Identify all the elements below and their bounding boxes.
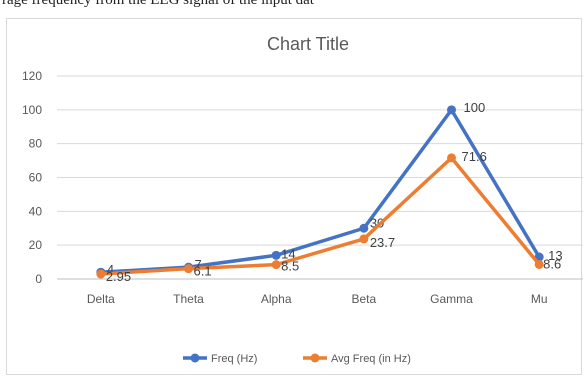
data-label: 8.5 bbox=[281, 259, 299, 274]
legend-label: Avg Freq (in Hz) bbox=[331, 353, 411, 365]
y-tick-label: 120 bbox=[22, 69, 42, 83]
y-tick-label: 40 bbox=[29, 204, 43, 218]
x-tick-label: Beta bbox=[351, 292, 376, 306]
x-tick-label: Theta bbox=[173, 292, 204, 306]
legend-swatch-marker bbox=[310, 353, 320, 363]
data-label: 6.1 bbox=[194, 264, 212, 279]
data-point bbox=[184, 264, 193, 274]
gridlines bbox=[57, 75, 583, 280]
data-point bbox=[359, 234, 369, 244]
y-tick-label: 0 bbox=[35, 272, 42, 286]
data-label: 7 bbox=[195, 257, 202, 272]
legend: Freq (Hz) Avg Freq (in Hz) bbox=[183, 353, 411, 365]
data-point bbox=[271, 260, 281, 270]
y-axis-tick-labels: 0 20 40 60 80 100 120 bbox=[22, 69, 42, 286]
chart-title: Chart Title bbox=[267, 34, 349, 54]
caption-text: rage frequency from the EEG signal of th… bbox=[2, 0, 314, 8]
data-label: 30 bbox=[370, 215, 384, 230]
y-tick-label: 100 bbox=[22, 103, 42, 117]
data-point bbox=[359, 223, 369, 233]
y-tick-label: 80 bbox=[29, 137, 43, 151]
data-label: 14 bbox=[281, 246, 295, 261]
data-label: 13 bbox=[548, 248, 562, 263]
data-point bbox=[534, 259, 544, 269]
legend-label: Freq (Hz) bbox=[211, 353, 257, 365]
chart-area bbox=[6, 18, 582, 375]
y-tick-label: 60 bbox=[29, 171, 43, 185]
data-label: 4 bbox=[107, 262, 114, 277]
x-tick-label: Alpha bbox=[261, 292, 292, 306]
data-point bbox=[96, 269, 106, 279]
series-group: 4 7 14 30 100 13 2.95 6.1 8.5 23.7 71.6 8.6 bbox=[96, 100, 563, 284]
data-label: 71.6 bbox=[462, 149, 487, 164]
legend-swatch-marker bbox=[190, 353, 200, 363]
page-caption-fragment: rage frequency from the EEG signal of th… bbox=[0, 0, 587, 18]
data-point bbox=[447, 105, 456, 115]
y-tick-label: 20 bbox=[29, 238, 43, 252]
data-label: 2.95 bbox=[106, 269, 131, 284]
data-label: 23.7 bbox=[370, 235, 395, 250]
x-tick-label: Mu bbox=[531, 292, 548, 306]
series-line bbox=[99, 156, 541, 276]
data-point bbox=[271, 250, 281, 260]
series-line bbox=[99, 108, 541, 274]
x-tick-label: Gamma bbox=[430, 292, 473, 306]
data-label: 100 bbox=[464, 100, 486, 115]
x-axis-tick-labels: Delta Theta Alpha Beta Gamma Mu bbox=[87, 292, 548, 306]
x-tick-label: Delta bbox=[87, 292, 115, 306]
data-point bbox=[447, 153, 456, 163]
data-label: 8.6 bbox=[543, 256, 561, 271]
